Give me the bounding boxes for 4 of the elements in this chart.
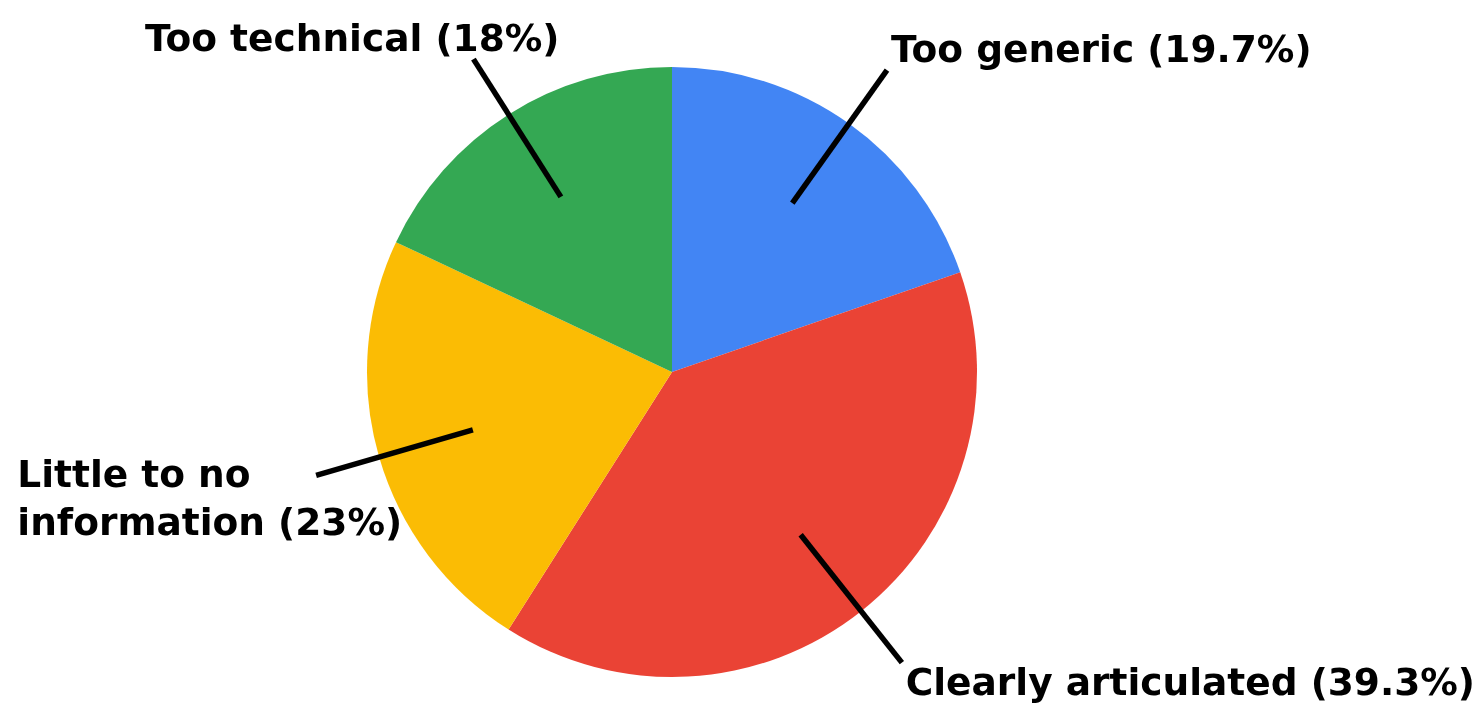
slice-label: Too generic (19.7%) [890,26,1312,71]
slice-label: Clearly articulated (39.3%) [905,660,1476,704]
slice-label: Too technical (18%) [144,15,560,60]
slice-label: Little to no information (23%) [17,451,403,545]
